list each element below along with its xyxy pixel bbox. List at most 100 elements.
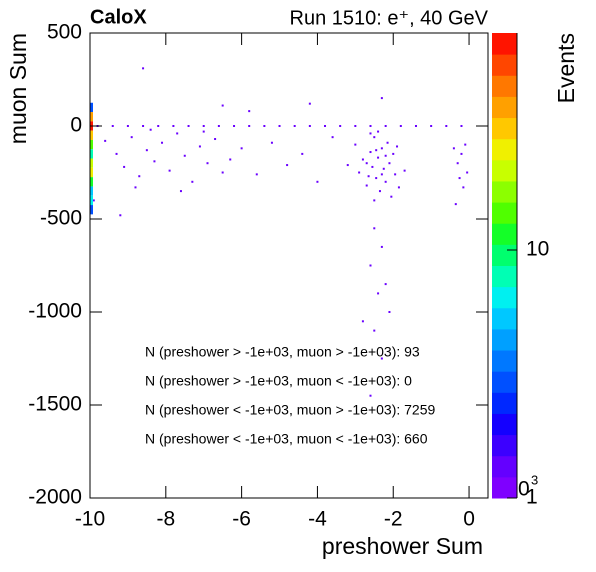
point [380, 173, 383, 176]
point [138, 175, 141, 178]
point [388, 162, 391, 165]
colorbar-band [492, 265, 517, 288]
point [202, 130, 205, 133]
point [92, 199, 95, 202]
point [308, 125, 311, 127]
z-tick-label: 10 [526, 238, 549, 261]
bin [90, 139, 93, 150]
bin [90, 177, 93, 187]
point [369, 125, 372, 127]
plot-frame [89, 32, 489, 499]
x-tick-label: -6 [232, 508, 251, 531]
point [394, 173, 397, 176]
y-tick-label: -1000 [28, 300, 82, 323]
colorbar-band [492, 371, 517, 393]
colorbar-band [492, 434, 517, 457]
point [301, 152, 304, 155]
point [134, 186, 137, 189]
point [206, 162, 209, 165]
colorbar-band [492, 223, 517, 245]
point [172, 125, 175, 127]
point [377, 130, 380, 133]
point [202, 125, 205, 127]
point [414, 125, 417, 127]
point [392, 152, 395, 155]
point [454, 203, 457, 206]
point [373, 329, 376, 332]
point [380, 245, 383, 248]
annotation: N (preshower > -1e+03, muon > -1e+03): 9… [145, 344, 420, 360]
point [240, 147, 243, 150]
point [375, 177, 378, 180]
point [388, 311, 391, 313]
point [399, 125, 402, 127]
point [354, 143, 357, 146]
point [462, 186, 465, 189]
point [248, 125, 251, 127]
point [445, 125, 448, 127]
point [361, 320, 364, 323]
point [396, 145, 399, 148]
colorbar-band [492, 392, 517, 414]
point [278, 125, 281, 127]
point [458, 177, 461, 180]
x-axis-label: preshower Sum [322, 533, 483, 559]
chart-title: CaloX [90, 6, 147, 28]
colorbar-band [492, 476, 517, 499]
colorbar-band [492, 202, 517, 224]
y-tick-label: -2000 [28, 486, 82, 509]
point [380, 147, 383, 150]
point [384, 154, 387, 157]
colorbar-band [492, 180, 517, 203]
z-exponent-power: 3 [531, 472, 538, 487]
point [324, 125, 327, 127]
colorbar-band [492, 244, 517, 266]
point [373, 227, 376, 230]
point [390, 195, 393, 198]
point [221, 104, 224, 107]
chart-subtitle: Run 1510: e⁺, 40 GeV [290, 7, 489, 29]
y-tick-label: -1500 [28, 393, 82, 416]
point [183, 154, 186, 157]
point [111, 125, 114, 127]
point [308, 102, 311, 105]
point [331, 136, 334, 139]
colorbar-band [492, 96, 517, 119]
colorbar-band [492, 286, 517, 309]
annotation: N (preshower < -1e+03, muon > -1e+03): 7… [145, 402, 436, 418]
point [346, 164, 349, 167]
bin [90, 195, 93, 206]
y-tick-label: 500 [47, 21, 82, 44]
point [293, 125, 296, 127]
point [397, 186, 400, 189]
point [157, 125, 160, 127]
y-axis-label: muon Sum [5, 33, 31, 144]
point [365, 184, 368, 187]
point [217, 125, 220, 127]
point [248, 110, 251, 113]
point [153, 160, 156, 163]
x-tick-label: -8 [156, 508, 175, 531]
point [191, 180, 194, 183]
point [104, 139, 107, 142]
bin [90, 130, 93, 140]
point [456, 162, 459, 165]
point [255, 173, 258, 176]
point [460, 125, 463, 127]
point [233, 125, 236, 127]
colorbar-band [492, 159, 517, 182]
point [286, 164, 289, 167]
point [198, 145, 201, 148]
point [263, 125, 266, 127]
point [354, 125, 357, 127]
x-tick-label: -4 [308, 508, 327, 531]
point [316, 180, 319, 183]
y-tick-label: -500 [40, 207, 82, 230]
point [384, 180, 387, 183]
point [380, 357, 383, 360]
point [270, 141, 273, 144]
point [377, 156, 380, 159]
point [452, 147, 455, 150]
point [384, 125, 387, 127]
point [187, 125, 190, 127]
